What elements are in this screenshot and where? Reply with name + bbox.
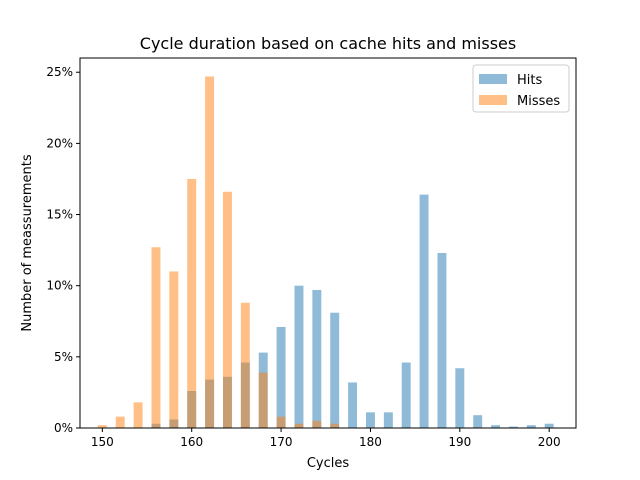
chart-title: Cycle duration based on cache hits and m… <box>140 34 516 53</box>
x-tick-label: 170 <box>270 435 293 449</box>
bar-hits-174 <box>312 289 322 428</box>
legend-swatch-misses <box>479 95 507 105</box>
y-axis: 0% 5% 10% 15% 20% 25% <box>46 65 80 435</box>
bar-hits-180 <box>365 412 375 428</box>
bar-misses-162 <box>205 76 215 428</box>
bar-hits-184 <box>401 362 411 428</box>
bar-misses-170 <box>276 416 286 428</box>
x-tick-label: 200 <box>538 435 561 449</box>
y-tick-label: 15% <box>46 208 73 222</box>
bar-misses-158 <box>169 271 179 428</box>
bar-misses-168 <box>258 372 268 428</box>
x-axis-label: Cycles <box>307 456 350 471</box>
bar-misses-152 <box>115 416 125 428</box>
bar-hits-186 <box>419 194 429 428</box>
legend-label-misses: Misses <box>517 94 560 109</box>
bar-hits-190 <box>455 368 465 428</box>
y-tick-label: 0% <box>54 421 73 435</box>
legend-label-hits: Hits <box>517 73 542 88</box>
bar-misses-154 <box>133 402 143 428</box>
bar-misses-150 <box>97 425 107 428</box>
plot-frame <box>79 57 577 429</box>
bar-misses-164 <box>222 191 232 428</box>
x-tick-label: 150 <box>91 435 114 449</box>
x-tick-label: 180 <box>359 435 382 449</box>
x-axis: 150 160 170 180 190 200 <box>91 428 561 449</box>
bar-hits-170 <box>276 326 286 428</box>
y-tick-label: 20% <box>46 136 73 150</box>
bar-hits-182 <box>383 412 393 428</box>
bar-misses-172 <box>294 423 304 428</box>
legend-swatch-hits <box>479 74 507 84</box>
bar-hits-196 <box>508 426 518 428</box>
bar-misses-174 <box>312 420 322 428</box>
bar-hits-176 <box>330 312 340 428</box>
bar-hits-194 <box>491 425 501 428</box>
legend: Hits Misses <box>472 64 570 113</box>
bar-misses-156 <box>151 247 161 428</box>
bars-layer <box>97 76 554 428</box>
bar-hits-200 <box>544 423 554 428</box>
y-tick-label: 25% <box>46 65 73 79</box>
y-tick-label: 10% <box>46 279 73 293</box>
x-tick-label: 190 <box>448 435 471 449</box>
bar-hits-172 <box>294 285 304 428</box>
bar-hits-178 <box>348 382 358 428</box>
y-axis-label: Number of meassurements <box>20 154 35 331</box>
y-tick-label: 5% <box>54 350 73 364</box>
bar-hits-188 <box>437 252 447 428</box>
x-tick-label: 160 <box>180 435 203 449</box>
bar-misses-160 <box>187 178 197 428</box>
bar-misses-166 <box>240 302 250 428</box>
bar-hits-192 <box>473 415 483 428</box>
series-misses <box>97 76 340 428</box>
bar-hits-198 <box>526 425 536 428</box>
bar-misses-176 <box>330 423 340 428</box>
